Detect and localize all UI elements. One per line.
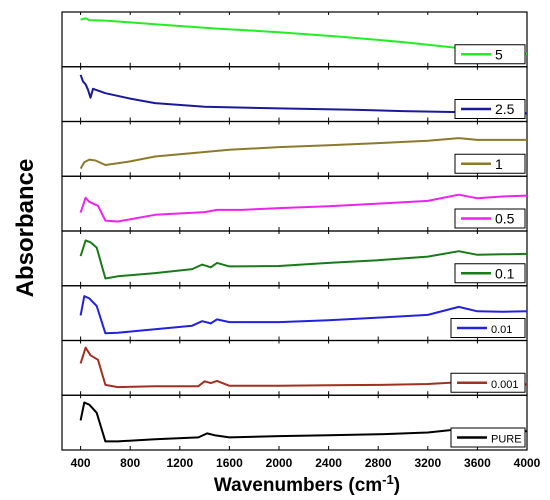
legend-box bbox=[450, 318, 526, 338]
legend-label: 2.5 bbox=[495, 101, 515, 117]
x-tick-label: 1200 bbox=[166, 456, 193, 470]
x-tick-label: 800 bbox=[120, 456, 140, 470]
legend-box bbox=[450, 427, 526, 448]
x-axis-title-end: ) bbox=[394, 475, 400, 496]
legend-label: 0.01 bbox=[491, 324, 512, 336]
x-tick-label: 2000 bbox=[266, 456, 293, 470]
panel-1: 1 bbox=[61, 120, 528, 177]
panel-0.01: 0.01 bbox=[61, 285, 528, 342]
legend-label: 0.1 bbox=[495, 265, 515, 281]
panel-frame bbox=[61, 394, 528, 451]
panel-PURE: PURE bbox=[61, 394, 528, 451]
x-tick-label: 2400 bbox=[315, 456, 342, 470]
series-line-2.5 bbox=[79, 74, 528, 115]
series-line-0.5 bbox=[79, 193, 528, 223]
series-line-0.01 bbox=[79, 295, 528, 335]
legend-label: 1 bbox=[495, 156, 503, 172]
legend-label: 5 bbox=[495, 46, 503, 62]
panel-0.5: 0.5 bbox=[61, 175, 528, 232]
y-axis-title: Absorbance bbox=[12, 159, 39, 298]
x-axis-title-main: Wavenumbers (cm bbox=[214, 475, 382, 496]
x-tick-label: 3600 bbox=[464, 456, 491, 470]
x-tick-label: 2800 bbox=[365, 456, 392, 470]
x-axis-title-superscript: -1 bbox=[382, 472, 394, 487]
legend-label: 0.001 bbox=[491, 379, 519, 391]
legend-label: PURE bbox=[491, 434, 522, 446]
legend-label: 0.5 bbox=[495, 211, 515, 227]
x-tick-label: 400 bbox=[71, 456, 91, 470]
x-tick-label: 1600 bbox=[216, 456, 243, 470]
x-tick-label: 3200 bbox=[414, 456, 441, 470]
x-axis-title: Wavenumbers (cm-1) bbox=[214, 472, 400, 496]
panel-5: 5 bbox=[61, 11, 528, 68]
panel-0.1: 0.1 bbox=[61, 230, 528, 287]
legend-box bbox=[450, 372, 526, 393]
panel-2.5: 2.5 bbox=[61, 66, 528, 123]
series-line-1 bbox=[79, 137, 527, 170]
x-tick-label: 4000 bbox=[514, 456, 541, 470]
panel-0.001: 0.001 bbox=[61, 339, 528, 396]
series-line-0.1 bbox=[79, 239, 528, 280]
